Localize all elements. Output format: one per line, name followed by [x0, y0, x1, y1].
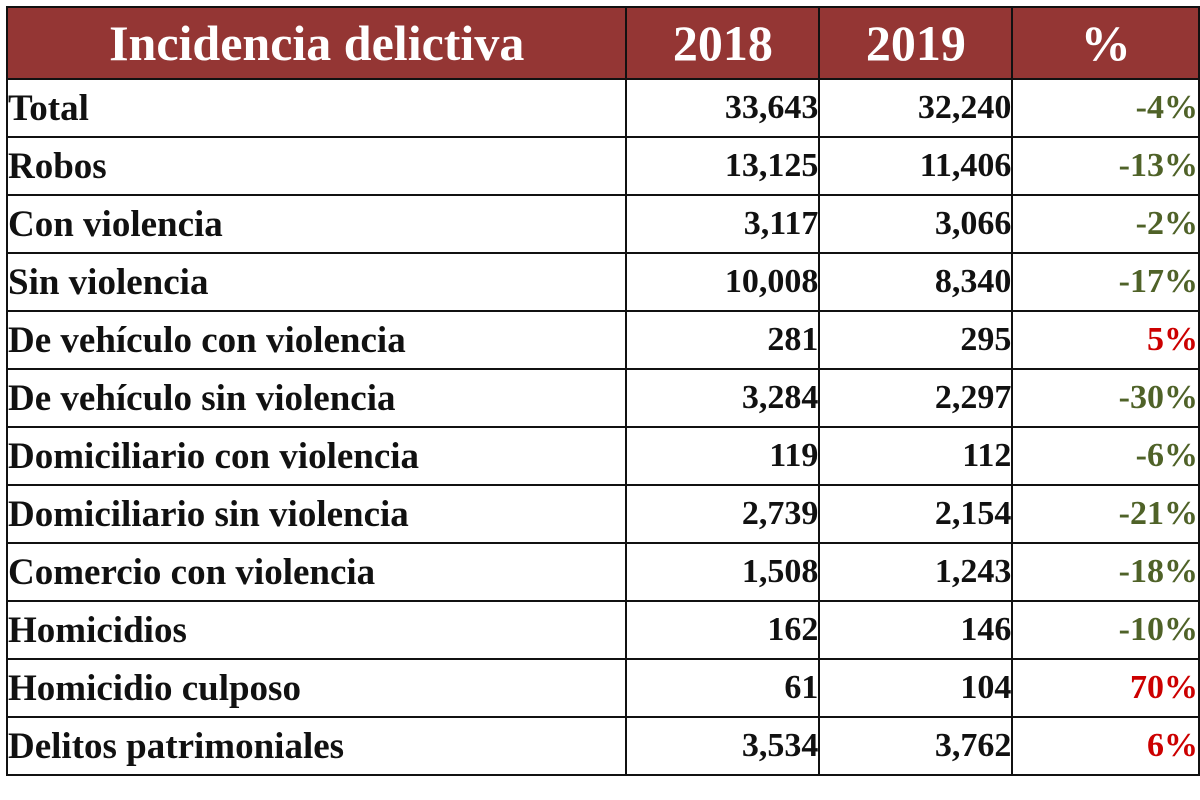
row-label: Robos	[5, 136, 628, 196]
value-2019: 11,406	[818, 136, 1014, 196]
row-label: Total	[5, 78, 628, 138]
percent-change: -2%	[1011, 194, 1200, 254]
row-label: Homicidio culposo	[5, 658, 628, 718]
value-2018: 3,117	[625, 194, 821, 254]
value-2018: 281	[625, 310, 821, 370]
value-2018: 13,125	[625, 136, 821, 196]
percent-change: 5%	[1011, 310, 1200, 370]
value-2019: 3,762	[818, 716, 1014, 776]
table-row: De vehículo con violencia 281 295 5%	[5, 310, 1200, 370]
table-row: Homicidio culposo 61 104 70%	[5, 658, 1200, 718]
value-2019: 104	[818, 658, 1014, 718]
value-2018: 33,643	[625, 78, 821, 138]
table-row: Robos 13,125 11,406 -13%	[5, 136, 1200, 196]
row-label: De vehículo con violencia	[5, 310, 628, 370]
percent-change: 70%	[1011, 658, 1200, 718]
table-row: De vehículo sin violencia 3,284 2,297 -30%	[5, 368, 1200, 428]
table-row: Homicidios 162 146 -10%	[5, 600, 1200, 660]
row-label: Comercio con violencia	[5, 542, 628, 602]
percent-change: -4%	[1011, 78, 1200, 138]
value-2019: 2,154	[818, 484, 1014, 544]
row-label: Delitos patrimoniales	[5, 716, 628, 776]
value-2018: 10,008	[625, 252, 821, 312]
table-row: Con violencia 3,117 3,066 -2%	[5, 194, 1200, 254]
crime-incidence-table: Incidencia delictiva 2018 2019 % Total 33…	[5, 6, 1200, 776]
percent-change: -18%	[1011, 542, 1200, 602]
value-2019: 295	[818, 310, 1014, 370]
row-label: Domiciliario con violencia	[5, 426, 628, 486]
value-2019: 2,297	[818, 368, 1014, 428]
table-body: Total 33,643 32,240 -4% Robos 13,125 11,406 -13…	[5, 78, 1200, 776]
percent-change: -17%	[1011, 252, 1200, 312]
table-row: Comercio con violencia 1,508 1,243 -18%	[5, 542, 1200, 602]
row-label: De vehículo sin violencia	[5, 368, 628, 428]
value-2018: 3,534	[625, 716, 821, 776]
percent-change: -30%	[1011, 368, 1200, 428]
row-label: Con violencia	[5, 194, 628, 254]
percent-change: -13%	[1011, 136, 1200, 196]
row-label: Sin violencia	[5, 252, 628, 312]
header-2019: 2019	[818, 6, 1014, 80]
row-label: Domiciliario sin violencia	[5, 484, 628, 544]
table-row: Sin violencia 10,008 8,340 -17%	[5, 252, 1200, 312]
header-incidencia: Incidencia delictiva	[5, 6, 628, 80]
percent-change: -21%	[1011, 484, 1200, 544]
value-2018: 162	[625, 600, 821, 660]
value-2019: 146	[818, 600, 1014, 660]
table-row: Domiciliario con violencia 119 112 -6%	[5, 426, 1200, 486]
value-2018: 1,508	[625, 542, 821, 602]
value-2018: 2,739	[625, 484, 821, 544]
table-row: Total 33,643 32,240 -4%	[5, 78, 1200, 138]
header-percent: %	[1011, 6, 1200, 80]
header-2018: 2018	[625, 6, 821, 80]
value-2019: 1,243	[818, 542, 1014, 602]
value-2018: 119	[625, 426, 821, 486]
value-2018: 3,284	[625, 368, 821, 428]
percent-change: 6%	[1011, 716, 1200, 776]
table-row: Domiciliario sin violencia 2,739 2,154 -21%	[5, 484, 1200, 544]
table-row: Delitos patrimoniales 3,534 3,762 6%	[5, 716, 1200, 776]
value-2019: 32,240	[818, 78, 1014, 138]
header-row: Incidencia delictiva 2018 2019 %	[5, 6, 1200, 80]
percent-change: -6%	[1011, 426, 1200, 486]
value-2019: 3,066	[818, 194, 1014, 254]
value-2019: 8,340	[818, 252, 1014, 312]
value-2019: 112	[818, 426, 1014, 486]
percent-change: -10%	[1011, 600, 1200, 660]
row-label: Homicidios	[5, 600, 628, 660]
value-2018: 61	[625, 658, 821, 718]
